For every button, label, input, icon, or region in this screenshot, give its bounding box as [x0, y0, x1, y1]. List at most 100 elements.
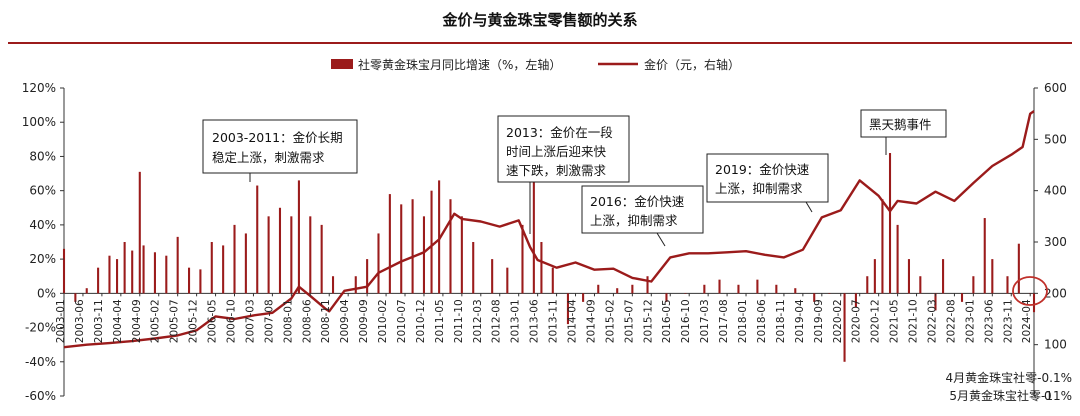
bar: [888, 153, 892, 294]
annotation-text: 时间上涨后迎来快: [506, 144, 607, 159]
x-tick-label: 2023-01: [964, 299, 976, 343]
x-tick-label: 2009-04: [339, 299, 351, 343]
x-tick-label: 2024-04: [1021, 299, 1033, 343]
annotation-text: 速下跌，刺激需求: [506, 163, 607, 178]
bar: [616, 288, 619, 294]
y-left-tick-label: -60%: [25, 389, 56, 403]
x-tick-label: 2018-06: [756, 299, 768, 343]
legend-bar-label: 社零黄金珠宝月同比增速（%，左轴）: [358, 57, 561, 72]
x-tick-label: 2020-02: [832, 299, 844, 343]
x-tick-label: 2007-08: [263, 299, 275, 343]
x-tick-label: 2011-05: [434, 299, 446, 343]
x-tick-label: 2007-03: [244, 299, 256, 343]
x-tick-label: 2012-03: [472, 299, 484, 343]
bar: [256, 185, 259, 294]
y-right-tick-label: 400: [1044, 184, 1067, 198]
bar: [331, 276, 335, 294]
x-tick-label: 2015-12: [642, 299, 654, 343]
bar: [972, 276, 975, 294]
x-tick-label: 2010-02: [377, 299, 389, 343]
bar: [854, 293, 857, 308]
x-tick-label: 2018-01: [737, 299, 749, 343]
x-tick-label: 2006-10: [226, 299, 238, 343]
bar: [278, 207, 282, 294]
bar: [116, 259, 119, 294]
bar: [449, 199, 452, 294]
annotation-black-swan: 黑天鹅事件: [860, 109, 947, 155]
y-right-tick-label: 0: [1044, 389, 1052, 403]
bar: [866, 276, 869, 294]
note-may: 5月黄金珠宝社零-11%: [949, 388, 1072, 403]
x-tick-label: 2012-08: [491, 299, 503, 343]
x-tick-label: 2020-07: [851, 299, 863, 343]
bar: [703, 284, 706, 294]
annotation-text: 黑天鹅事件: [869, 117, 932, 132]
bar: [430, 190, 433, 294]
legend-bar-swatch: [331, 59, 353, 69]
bar: [297, 180, 300, 294]
bar: [597, 284, 600, 294]
x-tick-label: 2008-11: [320, 299, 332, 343]
annotation-text: 2019：金价快速: [715, 162, 810, 177]
bar: [85, 288, 88, 294]
bar: [991, 259, 994, 294]
bar: [983, 218, 986, 294]
bar: [74, 293, 77, 302]
x-tick-label: 2003-01: [55, 299, 67, 343]
bar: [222, 245, 225, 294]
bar: [123, 242, 126, 294]
x-tick-label: 2022-03: [926, 299, 938, 343]
bar: [354, 276, 357, 294]
line-series: [63, 110, 1035, 349]
x-tick-label: 2006-05: [207, 299, 219, 343]
bar: [532, 170, 535, 294]
bar: [388, 194, 391, 294]
annotation-text: 2003-2011：金价长期: [212, 130, 343, 145]
bar: [422, 216, 426, 294]
bar: [267, 216, 270, 294]
x-tick-label: 2021-10: [908, 299, 920, 343]
bar: [881, 199, 884, 294]
bar: [540, 242, 543, 294]
latest-data-circle: [1012, 276, 1048, 306]
bar: [472, 242, 475, 294]
x-axis: 2003-01 2003-06 2003-11 2004-04 2004-09 2005-…: [55, 293, 1033, 343]
bar: [684, 293, 687, 294]
x-tick-label: 2011-10: [453, 299, 465, 343]
chart-title: 金价与黄金珠宝零售额的关系: [441, 11, 637, 29]
y-left-tick-label: 100%: [22, 115, 56, 129]
bar: [290, 216, 293, 294]
y-left-tick-label: 0%: [37, 286, 56, 300]
bar: [907, 259, 911, 294]
y-right-tick-label: 100: [1044, 338, 1067, 352]
bar: [934, 293, 937, 311]
bar: [108, 255, 111, 294]
bar: [460, 216, 463, 294]
x-tick-label: 2015-02: [604, 299, 616, 343]
bar: [942, 259, 945, 294]
bar-series: [62, 153, 1036, 362]
bar: [210, 242, 213, 294]
bar: [896, 224, 899, 294]
y-right-tick-label: 500: [1044, 132, 1067, 146]
x-tick-label: 2004-04: [112, 299, 124, 343]
annotation-text: 2013：金价在一段: [506, 125, 613, 140]
bar: [366, 259, 369, 294]
x-tick-label: 2013-06: [529, 299, 541, 343]
y-left-tick-label: 40%: [29, 218, 56, 232]
annotation-2019: 2019：金价快速 上涨，抑制需求: [706, 153, 829, 213]
bar: [1017, 243, 1020, 294]
x-tick-label: 2010-07: [396, 299, 408, 343]
annotation-text: 稳定上涨，刺激需求: [212, 150, 325, 165]
x-tick-label: 2016-05: [661, 299, 673, 343]
y-right-tick-label: 300: [1044, 235, 1067, 249]
annotation-2016: 2016：金价快速 上涨，抑制需求: [581, 185, 704, 247]
bar: [320, 224, 323, 294]
bar: [665, 293, 668, 302]
bar: [187, 267, 191, 294]
legend-line-label: 金价（元，右轴）: [644, 57, 740, 72]
y-left-tick-label: 120%: [22, 81, 56, 95]
bar: [233, 224, 236, 294]
annotation-text: 上涨，抑制需求: [715, 181, 803, 196]
